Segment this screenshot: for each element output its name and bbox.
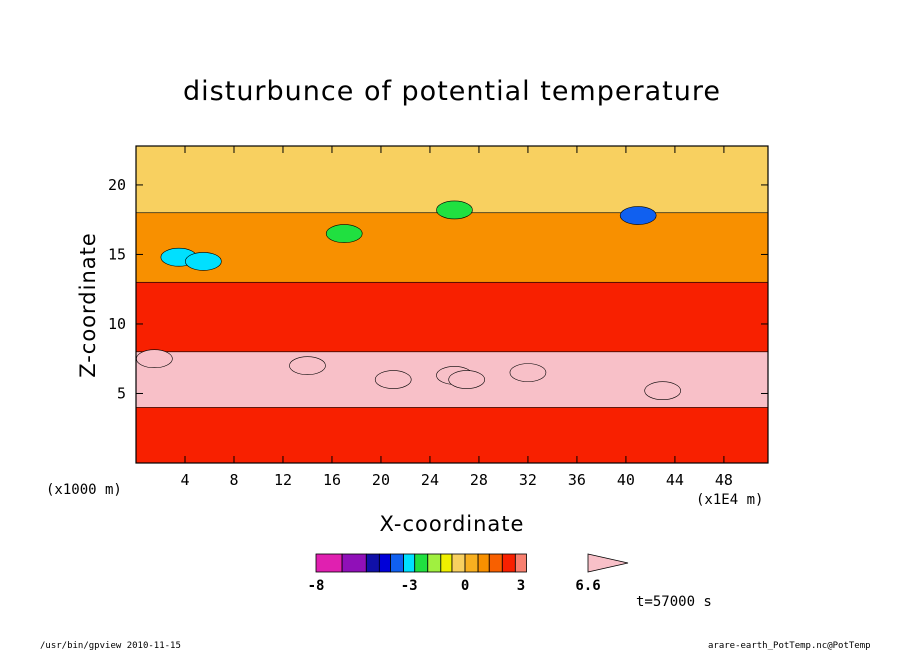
colorbar-extend-arrow <box>587 553 629 573</box>
colorbar-swatch-7 <box>427 553 442 573</box>
colorbar-swatch-3 <box>378 553 391 573</box>
cold-cell-3 <box>436 200 473 220</box>
chart-title: disturbunce of potential temperature <box>183 76 721 107</box>
x-tick-label-10: 44 <box>666 471 684 489</box>
field-band-3 <box>136 212 768 283</box>
colorbar-tick-label-0: -8 <box>308 578 325 594</box>
cold-cell-4 <box>619 206 657 225</box>
plot-frame <box>135 145 769 464</box>
footer-left: /usr/bin/gpview 2010-11-15 <box>40 641 181 651</box>
cold-cell-2 <box>325 224 363 243</box>
colorbar-swatch-9 <box>451 553 466 573</box>
colorbar-swatch-6 <box>414 553 429 573</box>
x-tick-label-3: 16 <box>323 471 341 489</box>
colorbar-swatch-1 <box>341 553 367 573</box>
plot-area <box>136 146 768 463</box>
colorbar-swatch-13 <box>501 553 516 573</box>
x-axis: 4 8 12 16 20 24 28 32 36 40 44 48 <box>180 146 733 489</box>
cold-cell-1 <box>185 252 222 271</box>
colorbar-swatch-4 <box>390 553 404 573</box>
y-tick-label-1: 10 <box>108 315 126 333</box>
y-axis: 5 10 15 20 <box>108 176 768 402</box>
field-band-2 <box>136 281 768 353</box>
colorbar: -8 -3 0 3 6.6 <box>308 553 629 594</box>
warm-cell-1 <box>289 356 326 375</box>
x-tick-label-5: 24 <box>421 471 439 489</box>
x-tick-label-4: 20 <box>372 471 390 489</box>
warm-cell-5 <box>509 363 547 382</box>
colorbar-swatch-11 <box>477 553 490 573</box>
colorbar-swatch-0 <box>315 553 343 573</box>
colorbar-tick-label-3: 3 <box>517 578 525 594</box>
colorbar-tick-label-1: -3 <box>401 578 418 594</box>
warm-cell-4 <box>448 370 485 389</box>
x-tick-label-6: 28 <box>470 471 488 489</box>
colorbar-swatch-10 <box>464 553 479 573</box>
colorbar-tick-label-4: 6.6 <box>575 578 600 594</box>
time-label: t=57000 s <box>636 594 712 610</box>
warm-cell-6 <box>644 381 681 401</box>
x-tick-label-0: 4 <box>180 471 189 489</box>
y-tick-label-0: 5 <box>117 384 126 402</box>
colorbar-swatch-12 <box>488 553 503 573</box>
y-axis-unit: (x1000 m) <box>46 482 122 498</box>
x-tick-label-8: 36 <box>568 471 586 489</box>
y-tick-label-3: 20 <box>108 176 126 194</box>
colorbar-swatch-2 <box>365 553 380 573</box>
x-axis-unit: (x1E4 m) <box>696 492 764 508</box>
x-tick-label-7: 32 <box>519 471 537 489</box>
x-tick-label-1: 8 <box>229 471 238 489</box>
colorbar-swatch-14 <box>514 553 527 573</box>
x-axis-label: X-coordinate <box>379 512 525 536</box>
footer-right: arare-earth_PotTemp.nc@PotTemp <box>708 641 871 651</box>
colorbar-swatch-8 <box>440 553 453 573</box>
x-tick-label-2: 12 <box>274 471 292 489</box>
x-tick-label-9: 40 <box>617 471 635 489</box>
colorbar-tick-label-2: 0 <box>461 578 469 594</box>
warm-cell-0 <box>136 349 173 369</box>
warm-cell-2 <box>374 370 412 389</box>
colorbar-swatch-5 <box>403 553 416 573</box>
y-tick-label-2: 15 <box>108 245 126 263</box>
x-tick-label-11: 48 <box>715 471 733 489</box>
y-axis-label: Z-coordinate <box>76 232 100 378</box>
